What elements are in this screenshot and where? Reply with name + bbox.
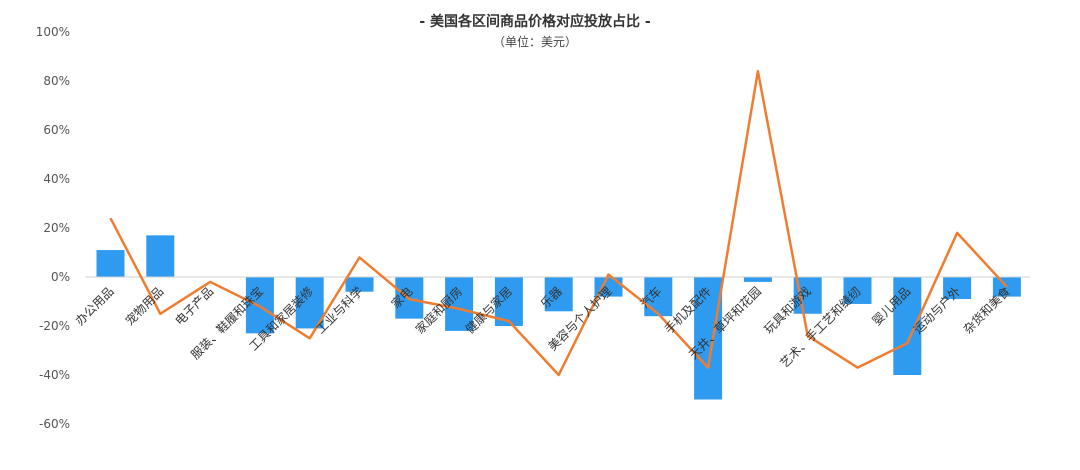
y-tick-label: -40% <box>39 368 70 382</box>
y-tick-label: 40% <box>43 172 70 186</box>
bar <box>445 277 474 331</box>
chart-subtitle: （单位：美元） <box>493 34 577 49</box>
bar <box>594 277 623 297</box>
y-tick-label: 20% <box>43 221 70 235</box>
y-axis: 100% 80% 60% 40% 20% 0% -20% -40% -60% <box>36 25 70 431</box>
bar-series <box>96 235 1021 400</box>
y-tick-label: 60% <box>43 123 70 137</box>
bar <box>544 277 573 312</box>
line-path <box>109 69 1008 377</box>
bar <box>146 235 175 277</box>
x-tick-label: 宠物用品 <box>122 284 167 329</box>
line-series <box>109 69 1008 377</box>
bar <box>345 277 374 292</box>
y-tick-label: 80% <box>43 74 70 88</box>
bar <box>96 250 125 277</box>
bar <box>743 277 772 282</box>
y-tick-label: 100% <box>36 25 70 39</box>
bar <box>893 277 922 375</box>
chart-title: - 美国各区间商品价格对应投放占比 - <box>419 13 651 30</box>
bar <box>295 277 324 329</box>
bar <box>694 277 723 400</box>
bar <box>843 277 872 304</box>
y-tick-label: -60% <box>39 417 70 431</box>
y-tick-label: -20% <box>39 319 70 333</box>
bar <box>943 277 972 300</box>
y-tick-label: 0% <box>51 270 70 284</box>
bar <box>644 277 673 317</box>
x-tick-label: 办公用品 <box>72 284 117 329</box>
